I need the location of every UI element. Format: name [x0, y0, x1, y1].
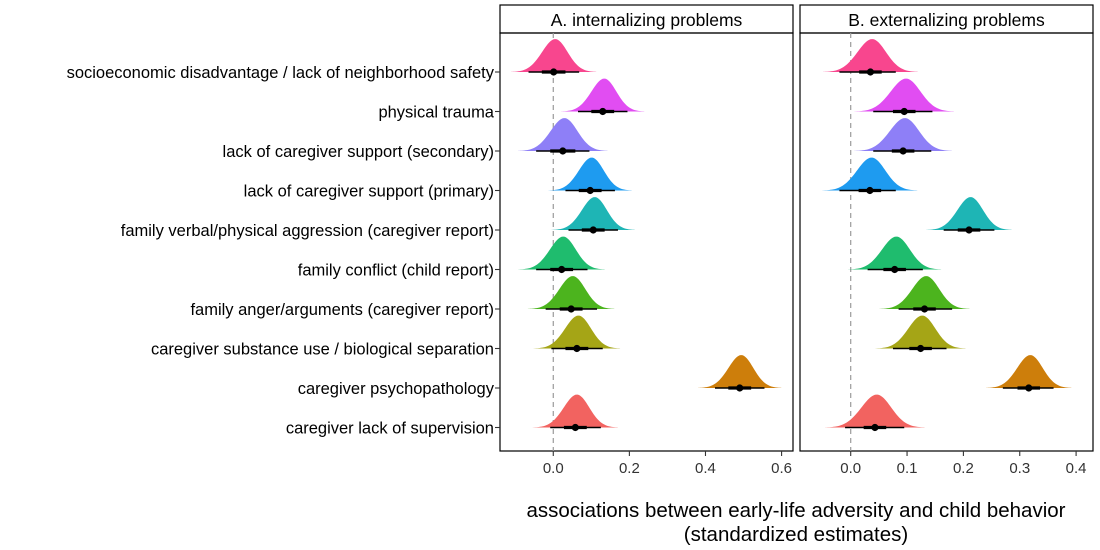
density-internalizing-caregiver-psychopathology	[698, 355, 782, 388]
density-externalizing-family-anger-arguments-caregiver-report	[879, 276, 970, 309]
density-externalizing-socioeconomic-disadvantage-lack-of-neighborhood-safety	[823, 39, 918, 72]
estimate-point-internalizing-caregiver-lack-of-supervision	[571, 423, 579, 432]
density-externalizing-physical-trauma	[854, 78, 955, 112]
estimate-point-externalizing-family-conflict-child-report	[891, 265, 899, 274]
density-externalizing-family-verbal-physical-aggression-caregiver-report	[926, 197, 1012, 230]
density-internalizing-lack-of-caregiver-support-primary	[548, 157, 632, 191]
density-internalizing-family-anger-arguments-caregiver-report	[527, 276, 615, 309]
estimate-point-internalizing-caregiver-substance-use-biological-separation	[573, 344, 581, 353]
density-externalizing-lack-of-caregiver-support-primary	[822, 157, 918, 191]
category-label-socioeconomic-disadvantage-lack-of-neighborhood-safety: socioeconomic disadvantage / lack of nei…	[67, 64, 495, 82]
category-label-physical-trauma: physical trauma	[378, 104, 494, 122]
density-internalizing-physical-trauma	[561, 78, 645, 112]
x-axis-title-line-1: associations between early-life adversit…	[527, 499, 1066, 522]
estimate-point-internalizing-lack-of-caregiver-support-secondary	[559, 147, 567, 155]
category-label-lack-of-caregiver-support-secondary: lack of caregiver support (secondary)	[223, 143, 494, 161]
estimate-point-externalizing-physical-trauma	[900, 107, 908, 116]
estimate-point-internalizing-lack-of-caregiver-support-primary	[586, 186, 594, 195]
density-externalizing-caregiver-substance-use-biological-separation	[875, 315, 966, 349]
category-label-caregiver-psychopathology: caregiver psychopathology	[298, 380, 495, 398]
x-axis-title-line-2: (standardized estimates)	[684, 523, 908, 546]
x-tick-label: 0.3	[1009, 460, 1030, 477]
estimate-point-internalizing-family-anger-arguments-caregiver-report	[567, 305, 575, 313]
estimate-point-externalizing-caregiver-psychopathology	[1025, 384, 1033, 392]
strip-title-internalizing: A. internalizing problems	[551, 10, 743, 30]
estimate-point-internalizing-physical-trauma	[599, 107, 607, 116]
estimate-point-internalizing-caregiver-psychopathology	[736, 384, 744, 392]
panel-border-internalizing	[499, 32, 794, 452]
estimate-point-externalizing-socioeconomic-disadvantage-lack-of-neighborhood-safety	[866, 68, 875, 76]
estimate-point-externalizing-lack-of-caregiver-support-primary	[866, 186, 874, 195]
estimate-point-externalizing-lack-of-caregiver-support-secondary	[899, 147, 907, 155]
density-externalizing-caregiver-lack-of-supervision	[825, 394, 925, 428]
x-tick-label: 0.4	[695, 460, 716, 477]
category-label-lack-of-caregiver-support-primary: lack of caregiver support (primary)	[244, 183, 494, 201]
density-externalizing-family-conflict-child-report	[848, 236, 942, 270]
estimate-point-externalizing-family-verbal-physical-aggression-caregiver-report	[965, 226, 973, 234]
plot-area-internalizing: 0.0 0.2 0.4 0.6	[511, 33, 792, 477]
estimate-point-internalizing-family-conflict-child-report	[558, 265, 566, 274]
density-externalizing-lack-of-caregiver-support-secondary	[854, 118, 952, 151]
density-externalizing-caregiver-psychopathology	[986, 355, 1072, 388]
x-tick-label: 0.6	[771, 460, 792, 477]
x-tick-label: 0.2	[953, 460, 974, 477]
density-internalizing-family-conflict-child-report	[518, 236, 605, 270]
panel-externalizing: B. externalizing problems 0.0 0.1 0.2 0.3 0.…	[799, 4, 1094, 477]
estimate-point-externalizing-family-anger-arguments-caregiver-report	[920, 305, 929, 313]
category-labels: socioeconomic disadvantage / lack of nei…	[67, 64, 500, 438]
x-tick-label: 0.1	[897, 460, 918, 477]
x-tick-label: 0.4	[1066, 460, 1087, 477]
category-label-caregiver-lack-of-supervision: caregiver lack of supervision	[286, 420, 494, 438]
category-label-family-conflict-child-report: family conflict (child report)	[298, 262, 494, 280]
panel-border-externalizing	[799, 32, 1094, 452]
plot-area-externalizing: 0.0 0.1 0.2 0.3 0.4	[822, 33, 1087, 477]
strip-internalizing	[499, 4, 794, 34]
density-internalizing-caregiver-lack-of-supervision	[532, 394, 618, 428]
x-tick-label: 0.0	[840, 460, 861, 477]
density-internalizing-family-verbal-physical-aggression-caregiver-report	[551, 197, 635, 230]
estimate-point-internalizing-family-verbal-physical-aggression-caregiver-report	[589, 226, 597, 234]
estimate-point-internalizing-socioeconomic-disadvantage-lack-of-neighborhood-safety	[550, 68, 558, 76]
category-label-family-verbal-physical-aggression-caregiver-report: family verbal/physical aggression (careg…	[121, 222, 494, 240]
category-label-caregiver-substance-use-biological-separation: caregiver substance use / biological sep…	[151, 341, 494, 359]
estimate-point-externalizing-caregiver-lack-of-supervision	[871, 423, 879, 432]
density-internalizing-caregiver-substance-use-biological-separation	[533, 315, 621, 349]
density-internalizing-socioeconomic-disadvantage-lack-of-neighborhood-safety	[511, 39, 597, 72]
estimate-point-externalizing-caregiver-substance-use-biological-separation	[916, 344, 925, 353]
x-tick-label: 0.2	[619, 460, 640, 477]
panel-internalizing: A. internalizing problems 0.0 0.2 0.4 0.6	[499, 4, 794, 477]
density-internalizing-lack-of-caregiver-support-secondary	[517, 118, 608, 151]
strip-externalizing	[799, 4, 1094, 34]
category-label-family-anger-arguments-caregiver-report: family anger/arguments (caregiver report…	[190, 301, 494, 319]
x-tick-label: 0.0	[543, 460, 564, 477]
strip-title-externalizing: B. externalizing problems	[848, 10, 1045, 30]
